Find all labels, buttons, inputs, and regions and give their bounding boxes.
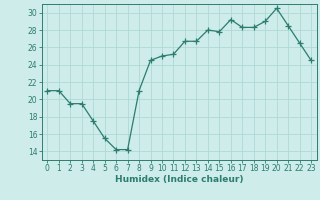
X-axis label: Humidex (Indice chaleur): Humidex (Indice chaleur) (115, 175, 244, 184)
